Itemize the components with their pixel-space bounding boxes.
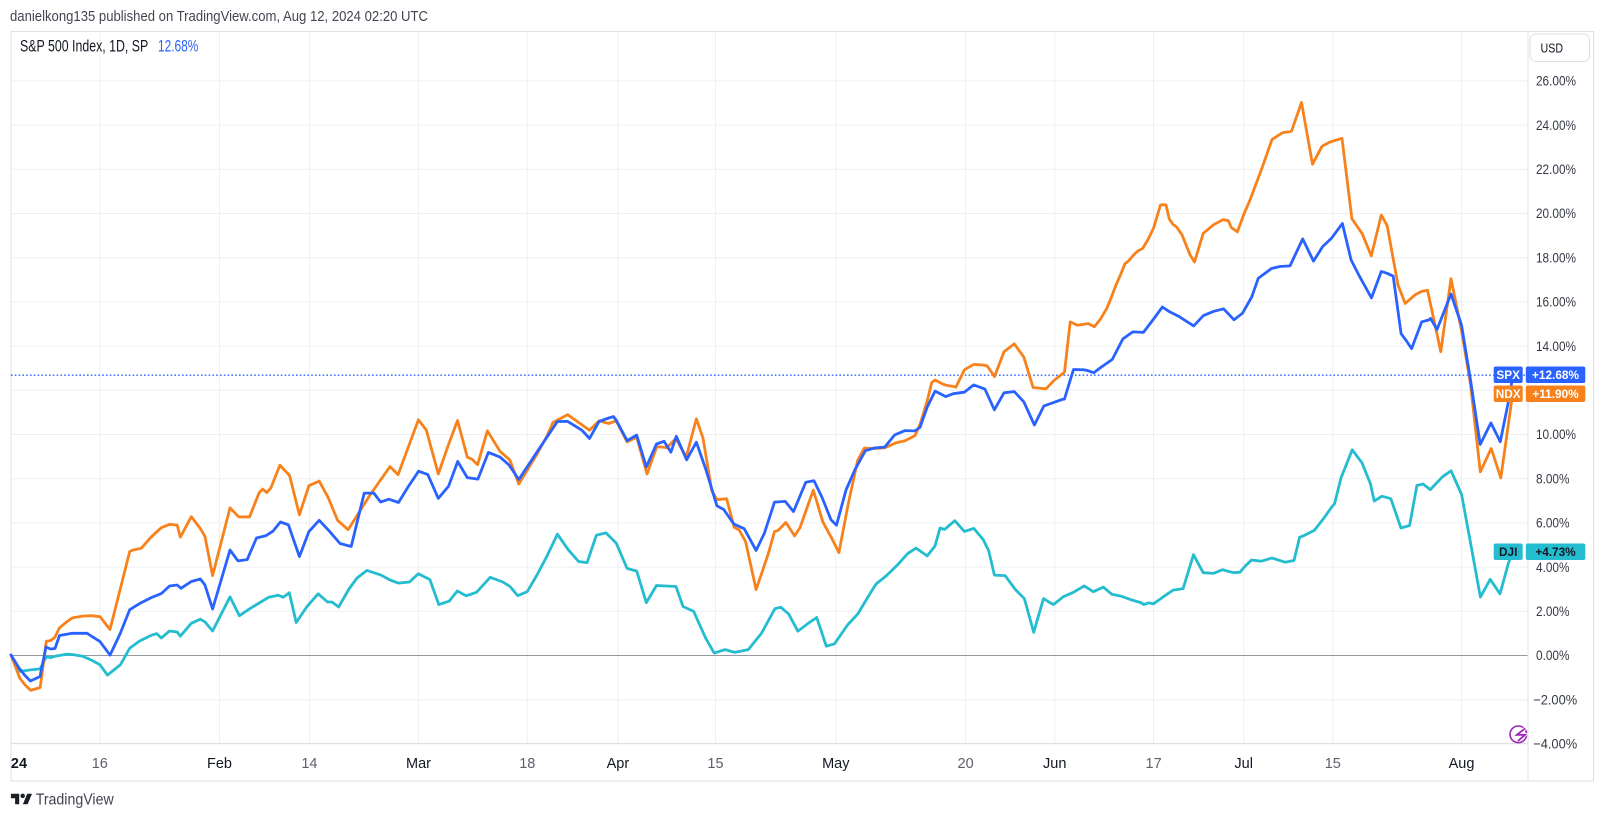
svg-text:Mar: Mar: [406, 756, 431, 772]
svg-text:−4.00%: −4.00%: [1533, 736, 1577, 752]
svg-text:S&P 500 Index, 1D, SP: S&P 500 Index, 1D, SP: [20, 38, 148, 56]
svg-text:SPX: SPX: [1496, 368, 1520, 382]
svg-text:22.00%: 22.00%: [1536, 161, 1576, 177]
svg-text:24: 24: [11, 756, 27, 772]
svg-text:24.00%: 24.00%: [1536, 117, 1576, 133]
svg-text:NDX: NDX: [1496, 387, 1521, 401]
svg-text:15: 15: [1325, 756, 1341, 772]
svg-text:+12.68%: +12.68%: [1532, 368, 1579, 382]
svg-text:Jun: Jun: [1043, 756, 1066, 772]
svg-text:12.68%: 12.68%: [158, 38, 199, 56]
svg-text:Aug: Aug: [1449, 756, 1475, 772]
svg-text:18.00%: 18.00%: [1536, 249, 1576, 265]
svg-text:danielkong135 published on Tra: danielkong135 published on TradingView.c…: [10, 8, 428, 25]
svg-text:16: 16: [92, 756, 108, 772]
svg-text:TradingView: TradingView: [36, 792, 115, 809]
svg-text:20.00%: 20.00%: [1536, 205, 1576, 221]
svg-text:4.00%: 4.00%: [1536, 559, 1570, 575]
svg-text:Jul: Jul: [1234, 756, 1253, 772]
svg-text:6.00%: 6.00%: [1536, 515, 1570, 531]
svg-text:18: 18: [519, 756, 535, 772]
svg-text:17: 17: [1146, 756, 1162, 772]
svg-text:16.00%: 16.00%: [1536, 294, 1576, 310]
svg-text:USD: USD: [1541, 40, 1564, 55]
svg-text:15: 15: [707, 756, 723, 772]
svg-text:2.00%: 2.00%: [1536, 603, 1570, 619]
svg-text:10.00%: 10.00%: [1536, 426, 1576, 442]
svg-text:20: 20: [958, 756, 974, 772]
svg-text:Apr: Apr: [607, 756, 630, 772]
svg-text:0.00%: 0.00%: [1536, 647, 1570, 663]
svg-text:14.00%: 14.00%: [1536, 338, 1576, 354]
svg-text:+4.73%: +4.73%: [1535, 545, 1576, 559]
svg-text:DJI: DJI: [1499, 545, 1517, 559]
svg-text:May: May: [822, 756, 850, 772]
svg-text:8.00%: 8.00%: [1536, 470, 1570, 486]
svg-text:+11.90%: +11.90%: [1532, 387, 1579, 401]
svg-text:−2.00%: −2.00%: [1533, 691, 1577, 707]
svg-text:Feb: Feb: [207, 756, 232, 772]
svg-text:14: 14: [301, 756, 317, 772]
svg-text:26.00%: 26.00%: [1536, 73, 1576, 89]
